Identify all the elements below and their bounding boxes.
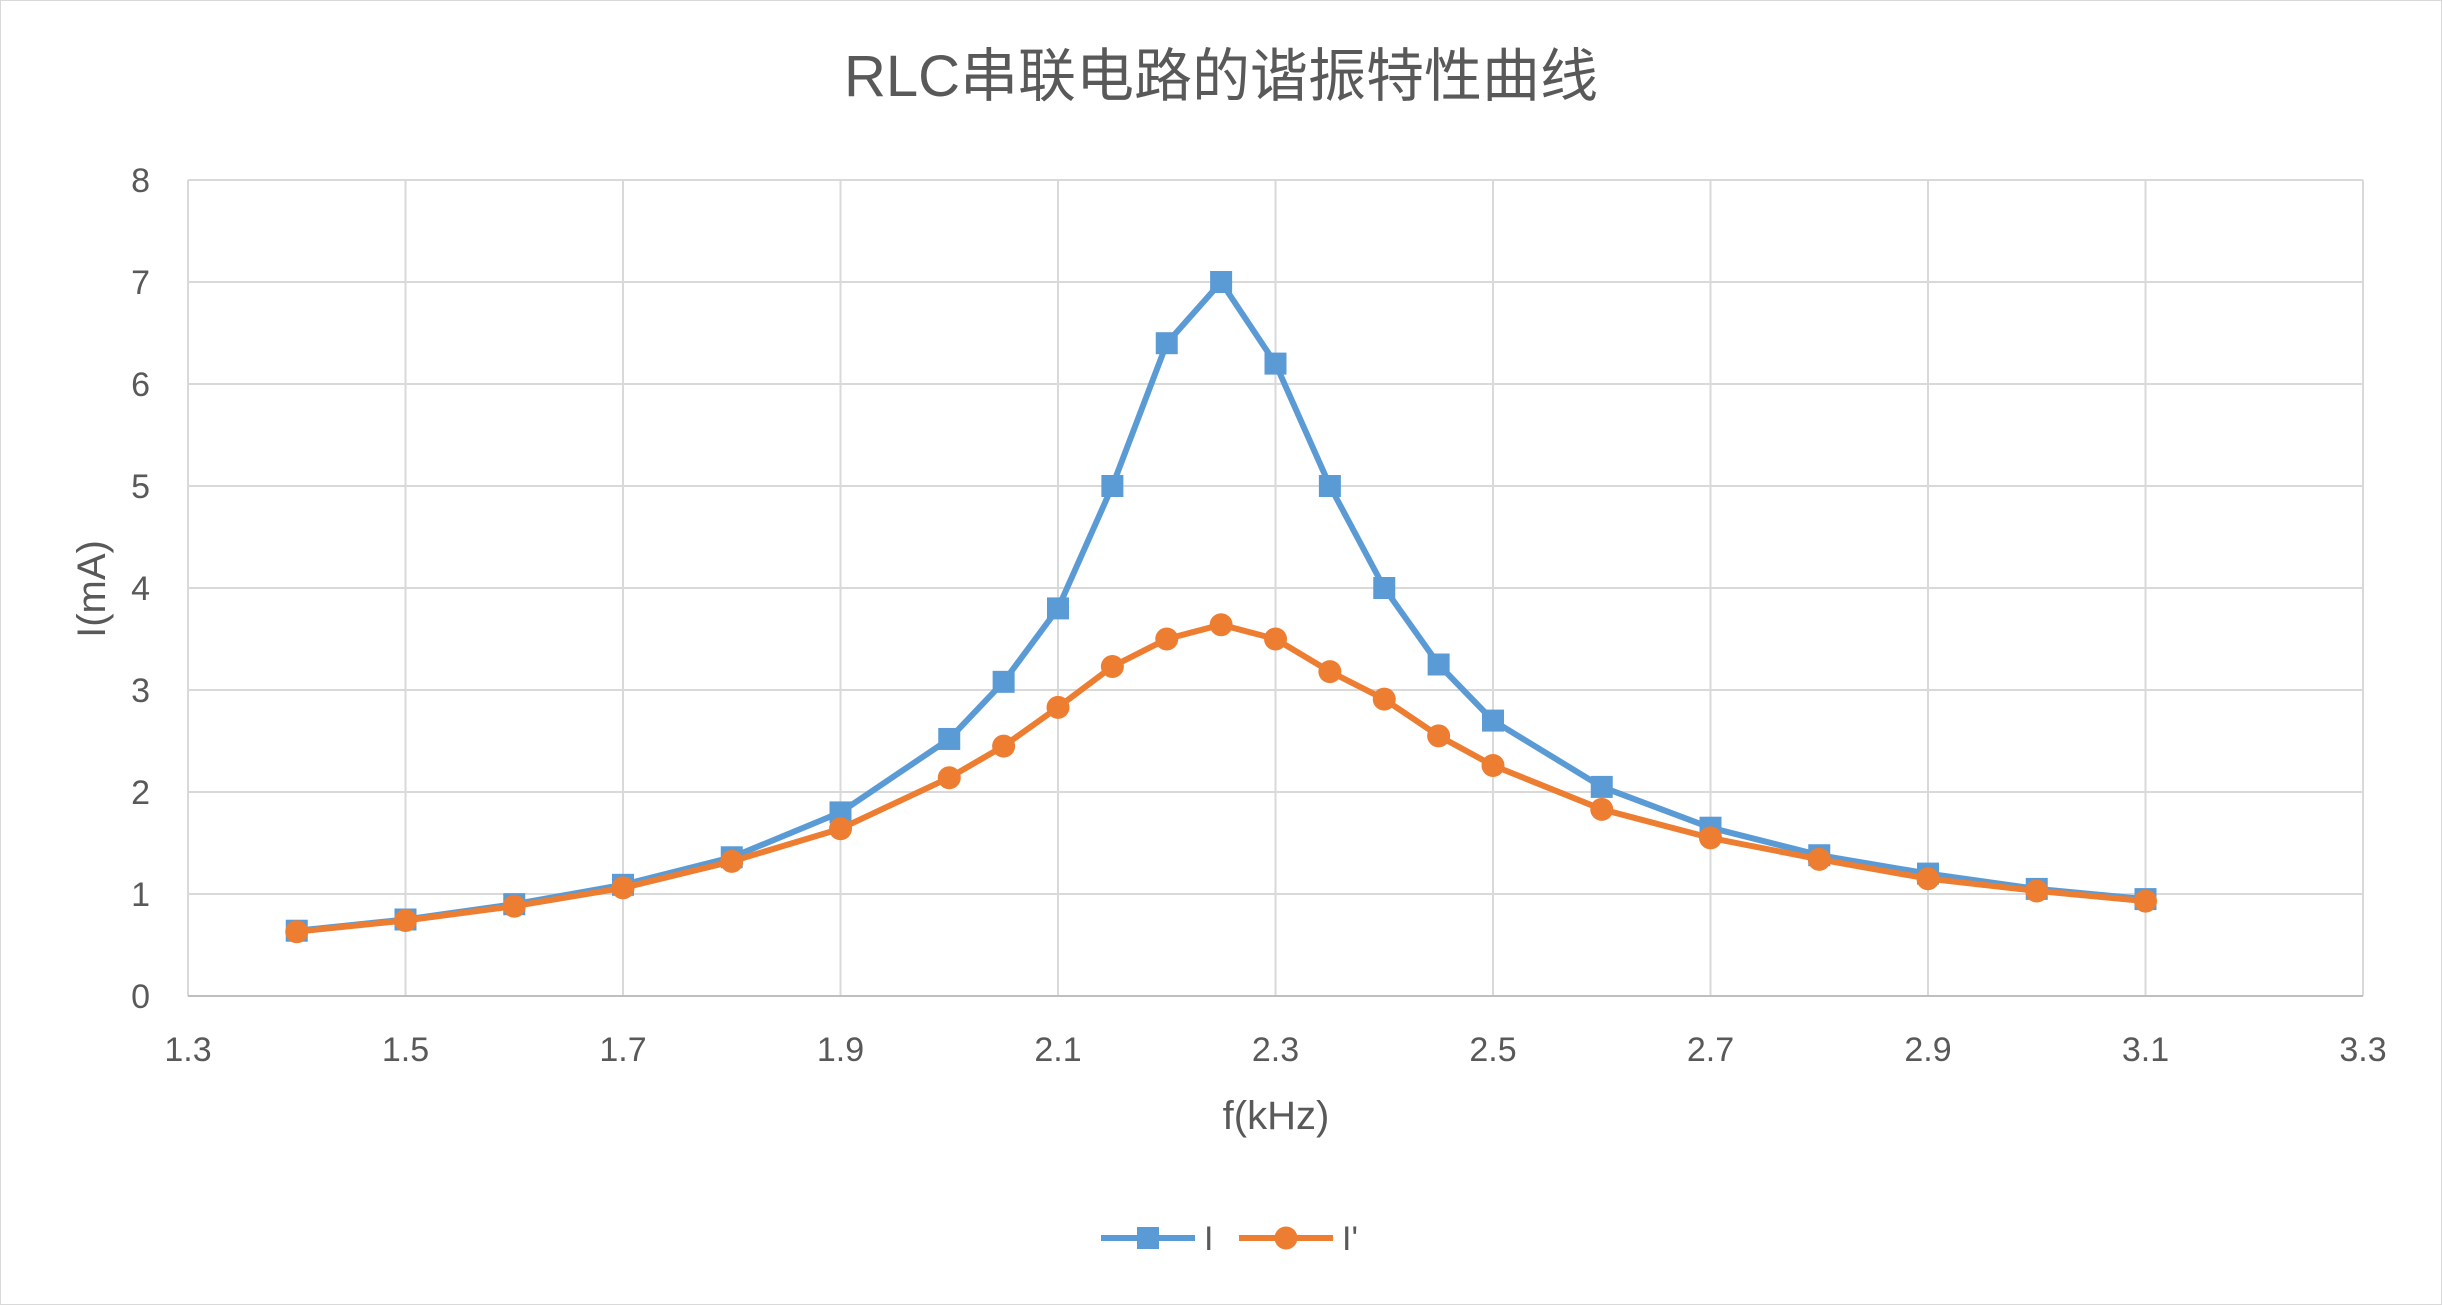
chart-title: RLC串联电路的谐振特性曲线 xyxy=(844,44,1598,109)
x-tick-label: 3.3 xyxy=(2339,1031,2386,1069)
x-tick-label: 2.3 xyxy=(1252,1031,1299,1069)
y-tick-label: 1 xyxy=(131,876,150,914)
data-point xyxy=(611,876,635,900)
x-tick-label: 2.9 xyxy=(1904,1031,1951,1069)
legend-label: I xyxy=(1204,1220,1213,1258)
y-tick-label: 2 xyxy=(131,774,150,812)
data-point xyxy=(720,849,744,873)
x-tick-label: 1.3 xyxy=(164,1031,211,1069)
y-tick-label: 5 xyxy=(131,468,150,506)
data-point xyxy=(394,909,417,933)
data-point xyxy=(1427,724,1451,748)
data-point xyxy=(1155,332,1178,355)
data-point xyxy=(1264,352,1287,375)
x-axis-label: f(kHz) xyxy=(1223,1094,1330,1138)
axes: 1.3 1.5 1.7 1.9 2.1 2.3 2.5 2.7 2.9 3.1 3.3 0 1 2 3 4 5 6… xyxy=(131,162,2387,1069)
data-point xyxy=(992,670,1015,693)
data-point xyxy=(1590,775,1613,798)
data-point xyxy=(1481,753,1505,777)
y-tick-label: 7 xyxy=(131,264,150,302)
data-point xyxy=(1101,475,1124,497)
x-tick-label: 2.7 xyxy=(1687,1031,1734,1069)
data-point xyxy=(1372,687,1396,711)
series-layer xyxy=(285,271,2157,944)
data-point xyxy=(1209,613,1233,637)
data-point xyxy=(1590,797,1614,821)
y-tick-label: 4 xyxy=(131,570,150,608)
data-point xyxy=(992,734,1016,758)
data-point xyxy=(1318,660,1342,684)
data-point xyxy=(1482,709,1504,732)
data-point xyxy=(1155,627,1179,651)
data-point xyxy=(937,766,961,790)
data-point xyxy=(829,817,852,841)
legend-entry-1: I xyxy=(1101,1220,1213,1258)
data-point xyxy=(1047,597,1069,620)
data-point xyxy=(2025,879,2049,903)
x-tick-label: 2.1 xyxy=(1034,1031,1081,1069)
series-1 xyxy=(285,271,2157,942)
y-tick-label: 0 xyxy=(131,978,150,1016)
data-point xyxy=(1699,826,1722,850)
x-tick-label: 1.9 xyxy=(817,1031,864,1069)
data-point xyxy=(938,727,961,750)
legend: I I' xyxy=(1101,1220,1358,1258)
series-line xyxy=(296,279,2146,934)
x-tick-label: 3.1 xyxy=(2122,1031,2169,1069)
legend-marker xyxy=(1274,1226,1298,1250)
data-point xyxy=(1427,653,1450,676)
legend-marker xyxy=(1137,1227,1159,1249)
data-point xyxy=(2134,889,2157,913)
y-tick-label: 3 xyxy=(131,672,150,710)
data-point xyxy=(1807,847,1831,871)
x-tick-label: 1.5 xyxy=(382,1031,429,1069)
x-tick-label: 1.7 xyxy=(599,1031,646,1069)
data-point xyxy=(1046,695,1070,719)
data-point xyxy=(1373,577,1396,599)
y-axis-label: I(mA) xyxy=(70,540,114,638)
y-tick-label: 6 xyxy=(131,366,150,404)
series-line xyxy=(296,621,2146,935)
data-point xyxy=(1210,271,1233,293)
series-2 xyxy=(285,613,2157,944)
data-point xyxy=(1264,627,1287,651)
data-point xyxy=(502,894,526,918)
data-point xyxy=(1318,475,1341,497)
x-tick-label: 2.5 xyxy=(1469,1031,1516,1069)
data-point xyxy=(829,801,852,824)
y-tick-label: 8 xyxy=(131,162,150,200)
data-point xyxy=(1916,867,1940,891)
data-point xyxy=(285,920,309,944)
legend-label: I' xyxy=(1342,1220,1358,1258)
legend-entry-2: I' xyxy=(1239,1220,1358,1258)
data-point xyxy=(1100,655,1124,679)
gridlines xyxy=(187,179,2364,996)
